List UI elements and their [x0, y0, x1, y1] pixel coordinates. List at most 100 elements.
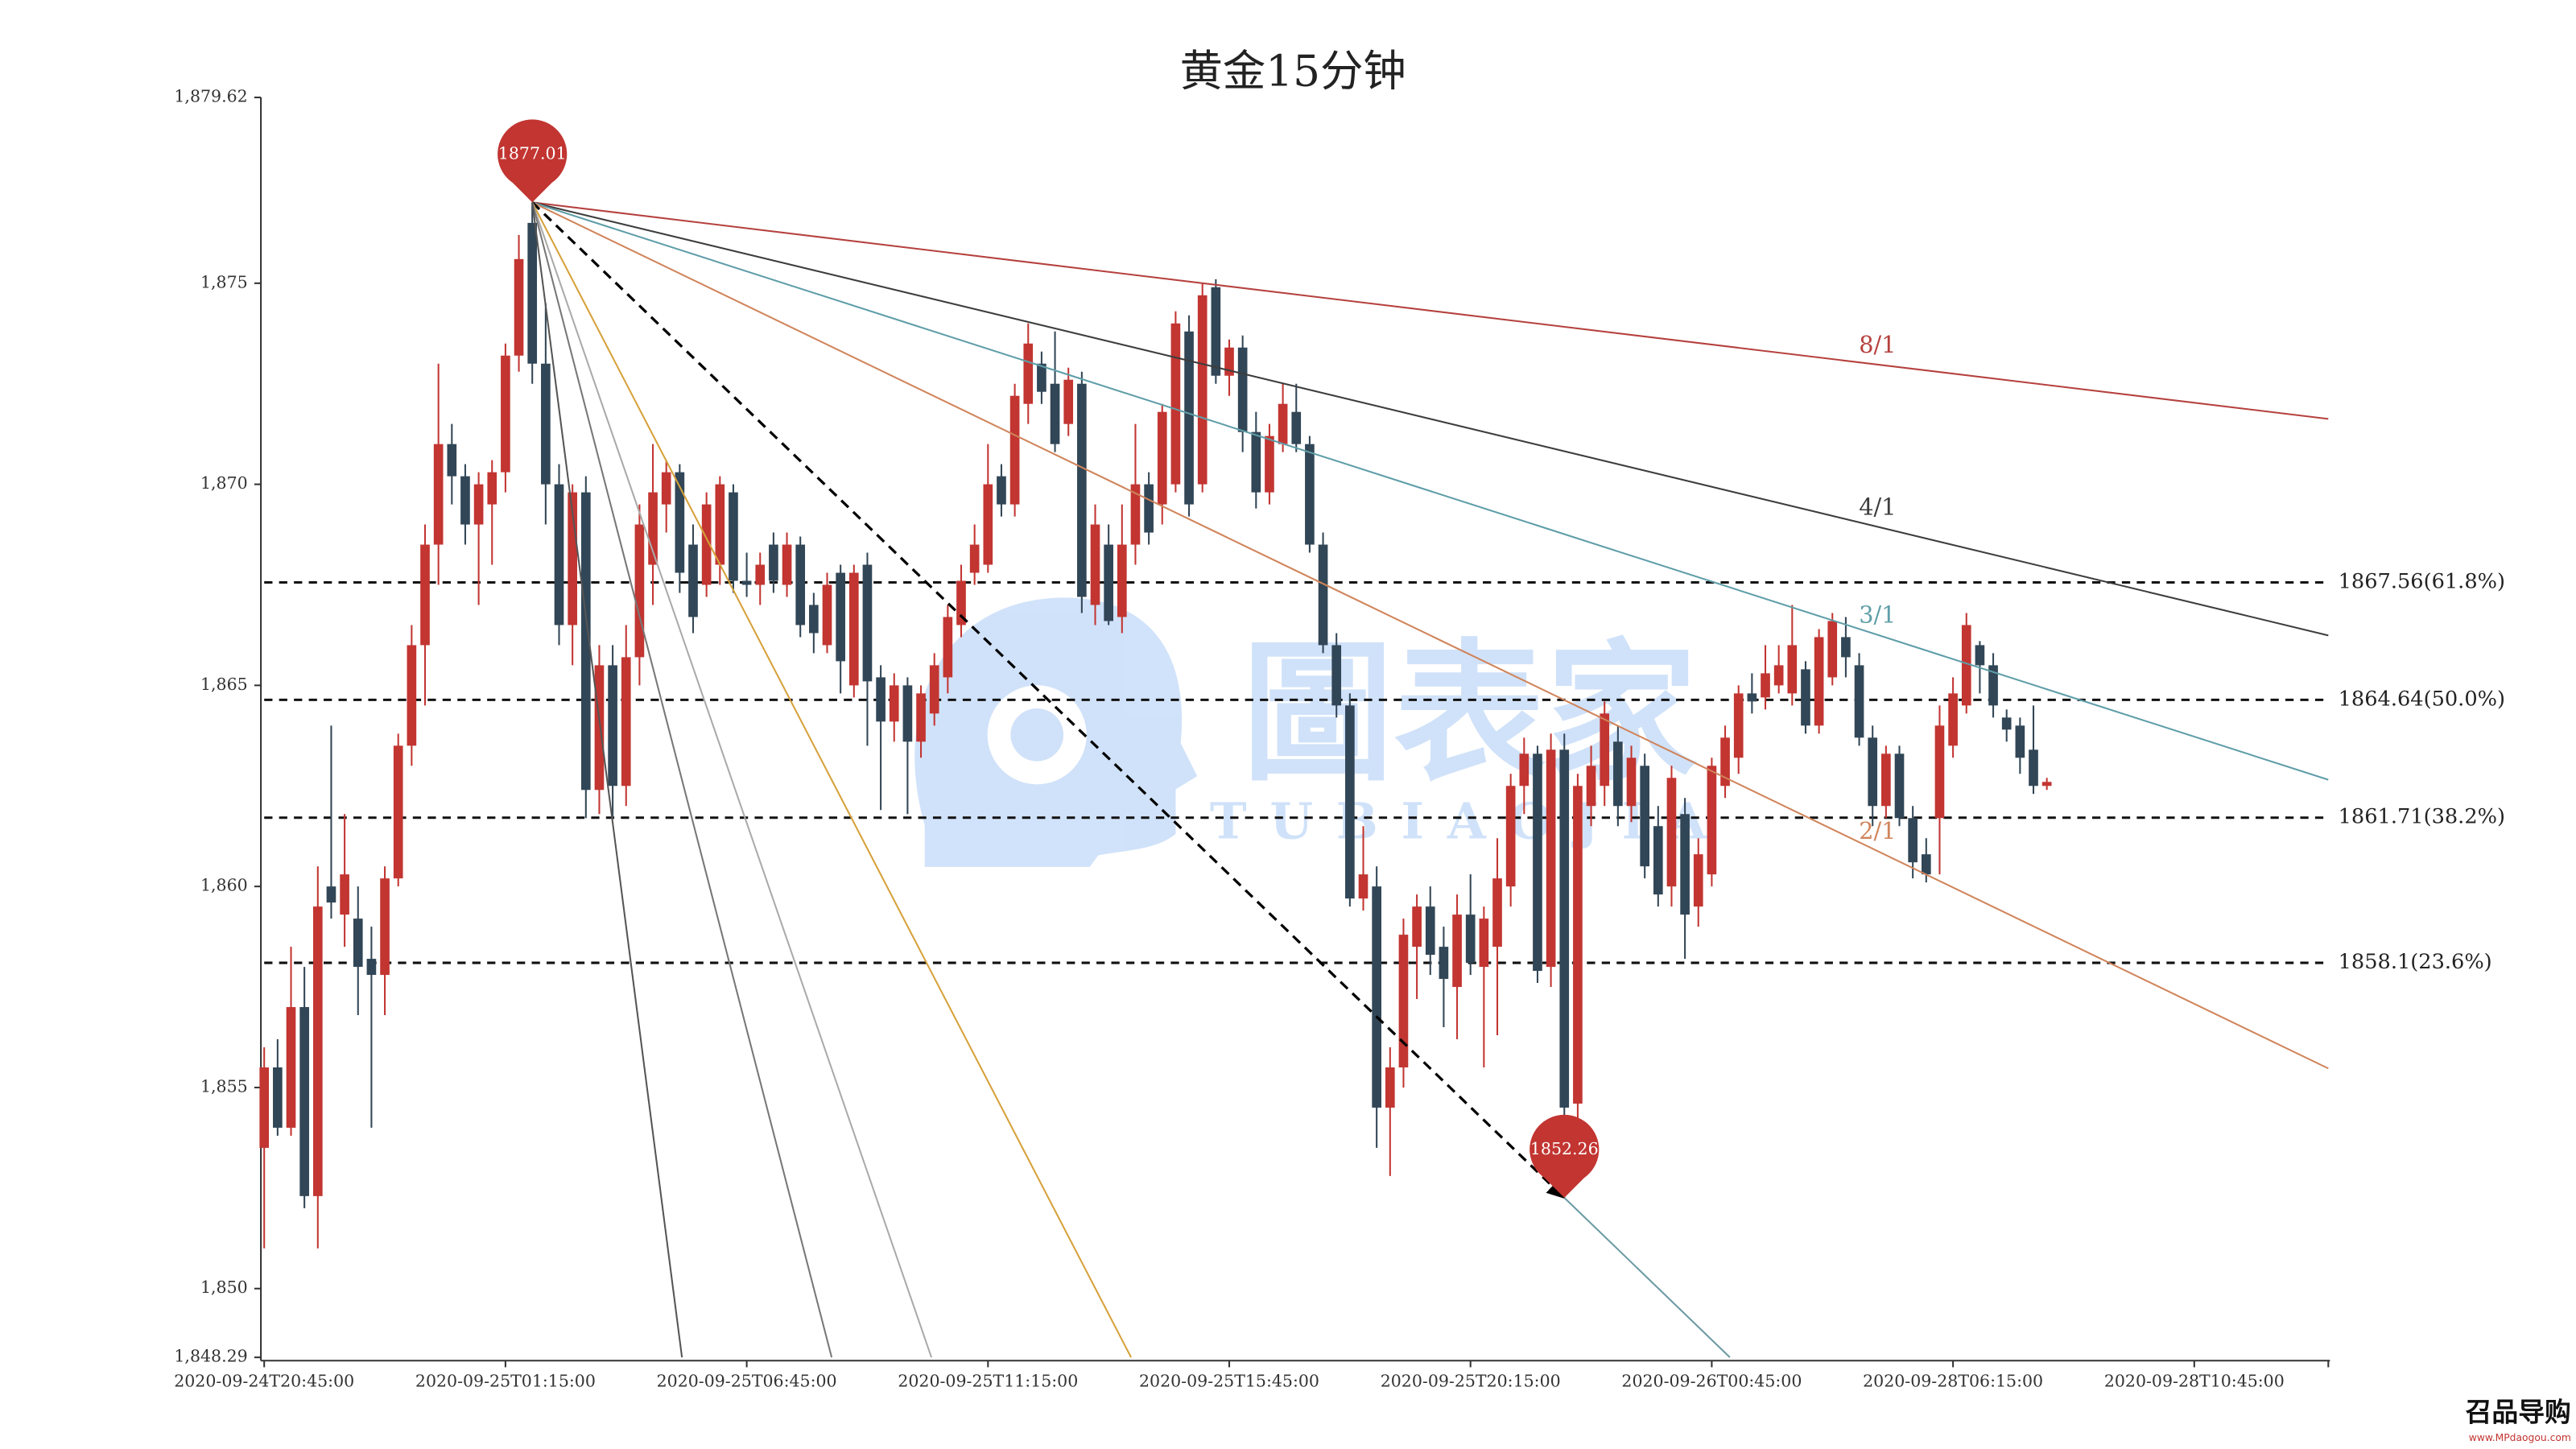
point-marker: [497, 119, 568, 203]
candle-body: [1573, 786, 1583, 1104]
candle-body: [353, 919, 363, 968]
candle-body: [1144, 484, 1154, 533]
candle-body: [420, 544, 430, 646]
candle-body: [809, 605, 819, 634]
y-tick-label: 1,875: [200, 272, 248, 291]
candle-body: [1814, 637, 1824, 726]
level-label: 1867.56(61.8%): [2339, 569, 2505, 593]
candle-body: [1009, 395, 1020, 505]
candle-body: [1318, 544, 1328, 646]
candle-body: [527, 222, 538, 364]
candle-body: [782, 544, 792, 585]
candle-body: [1197, 295, 1208, 485]
candle-body: [1465, 914, 1476, 964]
x-tick-label: 2020-09-26T00:45:00: [1621, 1371, 1802, 1390]
candle-body: [1519, 753, 1530, 786]
candle-body: [1841, 637, 1851, 658]
candle-body: [1492, 878, 1502, 947]
candle-body: [1773, 665, 1784, 686]
candle-body: [715, 484, 725, 565]
candle-body: [1104, 544, 1113, 621]
candle-body: [1184, 331, 1194, 505]
candle-body: [1224, 347, 1234, 376]
x-tick-label: 2020-09-25T15:45:00: [1139, 1371, 1319, 1390]
candle-body: [1827, 621, 1838, 678]
y-tick-label: 1,860: [200, 876, 248, 895]
fan-line: [531, 201, 1132, 1358]
candle-body: [433, 444, 444, 545]
candle-body: [1854, 665, 1864, 738]
candle-body: [1868, 737, 1878, 807]
x-tick-label: 2020-09-28T10:45:00: [2104, 1371, 2285, 1390]
level-label: 1864.64(50.0%): [2339, 687, 2505, 711]
candle-body: [473, 484, 484, 525]
candle-body: [1037, 363, 1046, 392]
candle-body: [769, 544, 778, 581]
candle-body: [1291, 411, 1302, 444]
candle-body: [1693, 854, 1703, 907]
candle-body: [862, 564, 873, 682]
candle-body: [366, 959, 377, 976]
candle-body: [916, 693, 926, 742]
x-tick-label: 2020-09-25T11:15:00: [898, 1371, 1078, 1390]
candle-body: [876, 677, 886, 722]
candle-body: [2029, 749, 2038, 786]
fan-label: 2/1: [1859, 817, 1896, 844]
candle-body: [312, 906, 323, 1196]
candle-body: [755, 564, 766, 585]
candle-body: [1948, 693, 1958, 746]
fan-line: [531, 201, 1566, 1199]
candle-body: [580, 492, 591, 791]
candle-body: [621, 657, 631, 786]
candle-body: [969, 544, 980, 573]
candle-body: [1733, 693, 1744, 758]
candle-body: [1720, 737, 1730, 786]
candle-body: [2041, 782, 2052, 786]
candle-body: [608, 665, 617, 786]
watermark: 圖表家 TUBIAOJIA: [914, 597, 1707, 867]
x-tick-label: 2020-09-24T20:45:00: [174, 1371, 354, 1390]
candle-body: [1398, 935, 1409, 1067]
fan-line: [531, 202, 683, 1358]
candle-body: [1251, 431, 1261, 493]
candle-body: [568, 492, 577, 625]
candle-body: [902, 685, 913, 742]
candle-body: [380, 878, 390, 976]
candle-body: [1934, 725, 1945, 819]
candle-body: [983, 484, 993, 565]
candle-body: [1385, 1067, 1395, 1108]
candle-body: [661, 472, 671, 505]
candle-body: [1331, 645, 1342, 706]
candle-body: [1237, 347, 1248, 432]
candle-body: [929, 665, 939, 714]
watermark-logo: [914, 597, 1198, 867]
fan-line: [531, 202, 833, 1358]
candle-body: [1921, 854, 1931, 875]
candle-body: [822, 584, 832, 646]
watermark-logo-hole: [987, 685, 1087, 785]
x-tick-label: 2020-09-25T20:15:00: [1381, 1371, 1561, 1390]
candle-body: [1988, 665, 1998, 706]
candle-body: [729, 492, 738, 581]
candle-body: [1559, 749, 1570, 1108]
candle-body: [554, 484, 564, 625]
fan-label: 3/1: [1859, 601, 1896, 629]
site-logo: 召品导购: [2466, 1397, 2571, 1427]
candle-body: [997, 476, 1006, 505]
candle-body: [1265, 436, 1274, 493]
site-url: www.MPdaogou.com: [2469, 1432, 2571, 1443]
candle-body: [541, 363, 551, 485]
candle-body: [1372, 886, 1381, 1108]
fan-line: [531, 201, 2329, 781]
point-marker-label: 1852.26: [1530, 1139, 1599, 1158]
candle-body: [1801, 669, 1810, 726]
candle-body: [1345, 705, 1355, 899]
y-tick-label: 1,870: [200, 473, 248, 493]
candle-body: [795, 544, 806, 625]
candle-body: [1077, 383, 1087, 597]
candle-body: [836, 572, 845, 662]
candle-body: [594, 665, 605, 791]
candle-body: [1653, 826, 1663, 895]
